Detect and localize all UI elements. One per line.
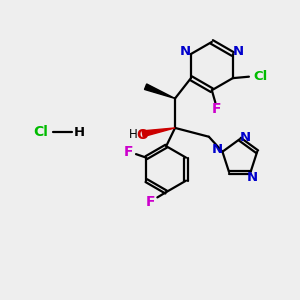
Text: F: F	[212, 102, 221, 116]
Text: Cl: Cl	[34, 125, 49, 139]
Text: O: O	[136, 128, 148, 142]
Text: H: H	[74, 126, 85, 139]
Text: N: N	[180, 45, 191, 58]
Text: N: N	[232, 45, 244, 58]
Text: F: F	[146, 194, 156, 208]
Polygon shape	[145, 84, 175, 98]
Text: N: N	[239, 131, 251, 144]
Text: F: F	[123, 145, 133, 159]
Polygon shape	[142, 128, 175, 137]
Text: Cl: Cl	[254, 70, 268, 83]
Text: H: H	[128, 128, 137, 141]
Text: N: N	[246, 171, 258, 184]
Text: N: N	[212, 143, 223, 156]
